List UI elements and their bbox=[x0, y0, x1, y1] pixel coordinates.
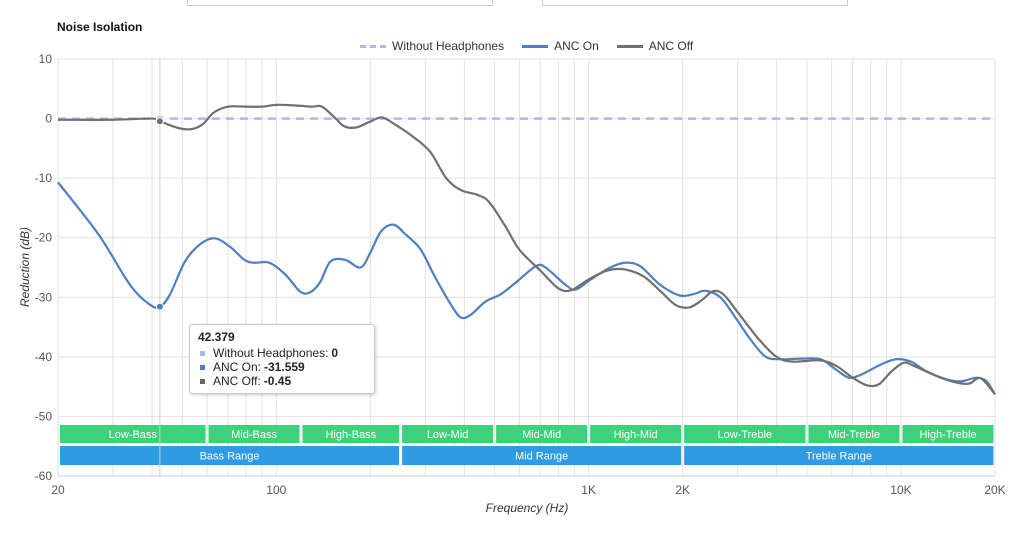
band-mid-bass bbox=[208, 425, 300, 443]
y-tick-label: 10 bbox=[39, 52, 53, 66]
tooltip-swatch bbox=[200, 350, 205, 356]
y-tick-label: -10 bbox=[35, 171, 53, 185]
band-label: Mid-Mid bbox=[522, 429, 561, 441]
x-tick-label: 20K bbox=[984, 483, 1005, 497]
band-low-bass bbox=[60, 425, 206, 443]
band-label: High-Bass bbox=[325, 429, 376, 441]
series-line-anc-off bbox=[57, 103, 996, 396]
y-tick-label: -60 bbox=[35, 469, 53, 483]
tooltip-value: -0.45 bbox=[263, 374, 292, 388]
legend-label: ANC Off bbox=[648, 39, 694, 53]
tooltip-row: ANC On: -31.559 bbox=[198, 360, 366, 374]
chart-title: Noise Isolation bbox=[57, 20, 143, 34]
legend-swatch bbox=[522, 44, 549, 48]
hover-marker bbox=[155, 302, 164, 311]
y-tick-label: -50 bbox=[35, 409, 53, 423]
band-label: Bass Range bbox=[200, 451, 260, 463]
tooltip-swatch bbox=[200, 364, 205, 370]
top-input-left[interactable] bbox=[187, 0, 493, 6]
band-high-mid bbox=[590, 425, 682, 443]
tooltip-value: -31.559 bbox=[264, 360, 305, 374]
band-bass-range bbox=[60, 446, 400, 465]
y-tick-label: 0 bbox=[45, 112, 52, 126]
band-label: Mid-Treble bbox=[828, 429, 880, 441]
series-line-anc-on bbox=[57, 181, 996, 395]
band-label: Mid Range bbox=[515, 451, 568, 463]
band-label: Low-Mid bbox=[427, 429, 469, 441]
x-tick-label: 2K bbox=[675, 483, 690, 497]
x-tick-label: 10K bbox=[890, 483, 911, 497]
band-label: Low-Treble bbox=[717, 429, 772, 441]
tooltip-frequency: 42.379 bbox=[198, 330, 235, 344]
band-low-treble bbox=[684, 425, 806, 443]
x-tick-label: 20 bbox=[51, 483, 65, 497]
band-high-bass bbox=[302, 425, 400, 443]
legend-swatch bbox=[360, 44, 386, 48]
legend-label: Without Headphones bbox=[392, 39, 505, 53]
tooltip-row: ANC Off: -0.45 bbox=[198, 374, 366, 388]
band-label: High-Mid bbox=[614, 429, 658, 441]
legend-label: ANC On bbox=[554, 39, 599, 53]
tooltip-row: Without Headphones: 0 bbox=[198, 346, 366, 360]
x-axis-title: Frequency (Hz) bbox=[486, 501, 569, 515]
x-tick-label: 1K bbox=[581, 483, 596, 497]
top-input-right[interactable] bbox=[542, 0, 848, 6]
tooltip-value: 0 bbox=[331, 346, 339, 360]
band-label: Mid-Bass bbox=[231, 429, 277, 441]
legend-item-anc-off[interactable]: ANC Off bbox=[616, 39, 694, 53]
y-tick-label: -20 bbox=[35, 231, 53, 245]
band-label: Treble Range bbox=[806, 451, 872, 463]
band-label: High-Treble bbox=[919, 429, 976, 441]
band-mid-treble bbox=[808, 425, 900, 443]
band-treble-range bbox=[684, 446, 994, 465]
tooltip-label: Without Headphones: bbox=[213, 346, 329, 360]
y-axis-title: Reduction (dB) bbox=[18, 227, 32, 307]
band-mid-range bbox=[402, 446, 682, 465]
x-tick-label: 100 bbox=[266, 483, 286, 497]
y-tick-label: -30 bbox=[35, 290, 53, 304]
y-tick-label: -40 bbox=[35, 350, 53, 364]
legend-item-without-headphones[interactable]: Without Headphones bbox=[360, 39, 504, 53]
band-label: Low-Bass bbox=[109, 429, 158, 441]
hover-marker bbox=[155, 117, 164, 126]
tooltip-swatch bbox=[200, 378, 205, 384]
tooltip-label: ANC Off: bbox=[213, 374, 261, 388]
legend-swatch bbox=[616, 44, 643, 48]
legend: Without Headphones ANC On ANC Off bbox=[360, 39, 693, 53]
band-high-treble bbox=[902, 425, 994, 443]
tooltip: 42.379 Without Headphones: 0 ANC On: -31.5… bbox=[189, 324, 375, 394]
band-low-mid bbox=[402, 425, 494, 443]
legend-item-anc-on[interactable]: ANC On bbox=[522, 39, 599, 53]
band-mid-mid bbox=[496, 425, 588, 443]
tooltip-label: ANC On: bbox=[213, 360, 262, 374]
